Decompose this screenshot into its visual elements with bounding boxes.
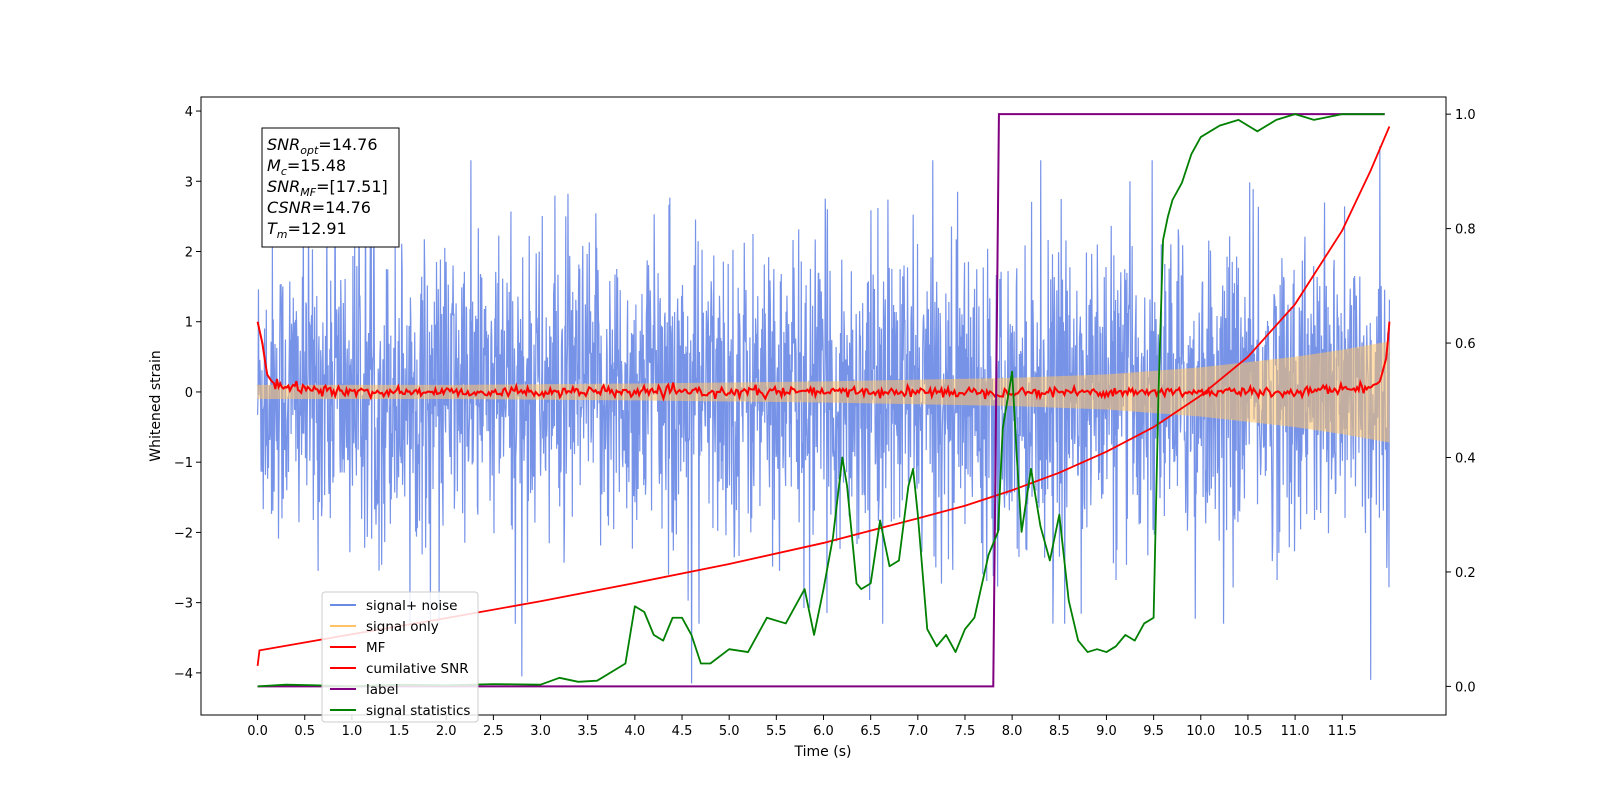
legend-label: signal+ noise	[366, 598, 457, 614]
x-tick-label: 5.5	[766, 724, 787, 739]
x-axis-label: Time (s)	[794, 744, 852, 760]
y-tick-label: −2	[174, 526, 193, 541]
annotation-line: Mc=15.48	[267, 156, 346, 178]
x-tick-label: 4.5	[672, 724, 693, 739]
legend-label: cumilative SNR	[366, 661, 469, 677]
x-tick-label: 5.0	[719, 724, 740, 739]
x-tick-label: 1.5	[389, 724, 410, 739]
x-tick-label: 0.0	[247, 724, 268, 739]
x-tick-label: 9.0	[1096, 724, 1117, 739]
y2-tick-label: 0.6	[1455, 337, 1476, 352]
x-tick-label: 10.0	[1186, 724, 1215, 739]
x-tick-label: 3.0	[530, 724, 551, 739]
x-tick-label: 11.0	[1281, 724, 1310, 739]
series-label	[257, 113, 1385, 688]
legend-frame	[321, 591, 479, 723]
y-tick-label: −3	[174, 597, 193, 612]
annotation-line: Tm=12.91	[267, 219, 347, 241]
y-tick-label: 1	[185, 316, 193, 331]
x-tick-label: 9.5	[1143, 724, 1164, 739]
x-tick-label: 6.5	[860, 724, 881, 739]
legend: signal+ noise signal only MF cumilative SNR…	[321, 591, 479, 723]
axes: 0.0 0.5 1.0 1.5 2.0 2.5 3.0 3.5 4.0 4.5 5.0 5.5 6.0 6…	[174, 105, 1476, 739]
legend-label: signal statistics	[366, 703, 470, 719]
x-tick-label: 0.5	[294, 724, 315, 739]
annotation-line: CSNR=14.76	[267, 198, 371, 217]
x-tick-label: 4.0	[625, 724, 646, 739]
x-tick-label: 7.0	[907, 724, 928, 739]
y2-tick-label: 0.4	[1455, 452, 1476, 467]
series-signal-only	[257, 341, 1390, 443]
x-tick-label: 11.5	[1328, 724, 1357, 739]
y2-tick-label: 0.8	[1455, 223, 1476, 238]
y2-tick-label: 0.0	[1455, 680, 1476, 695]
y-tick-label: 0	[185, 386, 193, 401]
series-signal-statistics	[257, 113, 1385, 688]
x-tick-label: 1.0	[342, 724, 363, 739]
y-tick-label: 2	[185, 246, 193, 261]
y-tick-label: −4	[174, 667, 193, 682]
x-tick-label: 2.5	[483, 724, 504, 739]
y-tick-label: 3	[185, 175, 193, 190]
y-tick-label: −1	[174, 456, 193, 471]
x-tick-label: 6.0	[813, 724, 834, 739]
x-tick-label: 10.5	[1233, 724, 1262, 739]
legend-label: label	[366, 682, 399, 698]
legend-label: signal only	[366, 619, 439, 635]
annotation-line: SNRMF=[17.51]	[267, 177, 388, 199]
x-tick-label: 7.5	[955, 724, 976, 739]
y2-tick-label: 0.2	[1455, 566, 1476, 581]
x-tick-label: 8.0	[1002, 724, 1023, 739]
annotation-frame	[261, 127, 400, 248]
series-mf	[256, 321, 1391, 402]
legend-label: MF	[366, 640, 385, 656]
x-tick-label: 8.5	[1049, 724, 1070, 739]
y2-tick-label: 1.0	[1455, 108, 1476, 123]
x-tick-label: 2.0	[436, 724, 457, 739]
annotation-box: SNRopt=14.76Mc=15.48SNRMF=[17.51]CSNR=14…	[261, 127, 400, 248]
annotation-line: SNRopt=14.76	[267, 135, 378, 157]
y-axis-label: Whitened strain	[148, 350, 164, 461]
x-tick-label: 3.5	[577, 724, 598, 739]
y-tick-label: 4	[185, 105, 193, 120]
